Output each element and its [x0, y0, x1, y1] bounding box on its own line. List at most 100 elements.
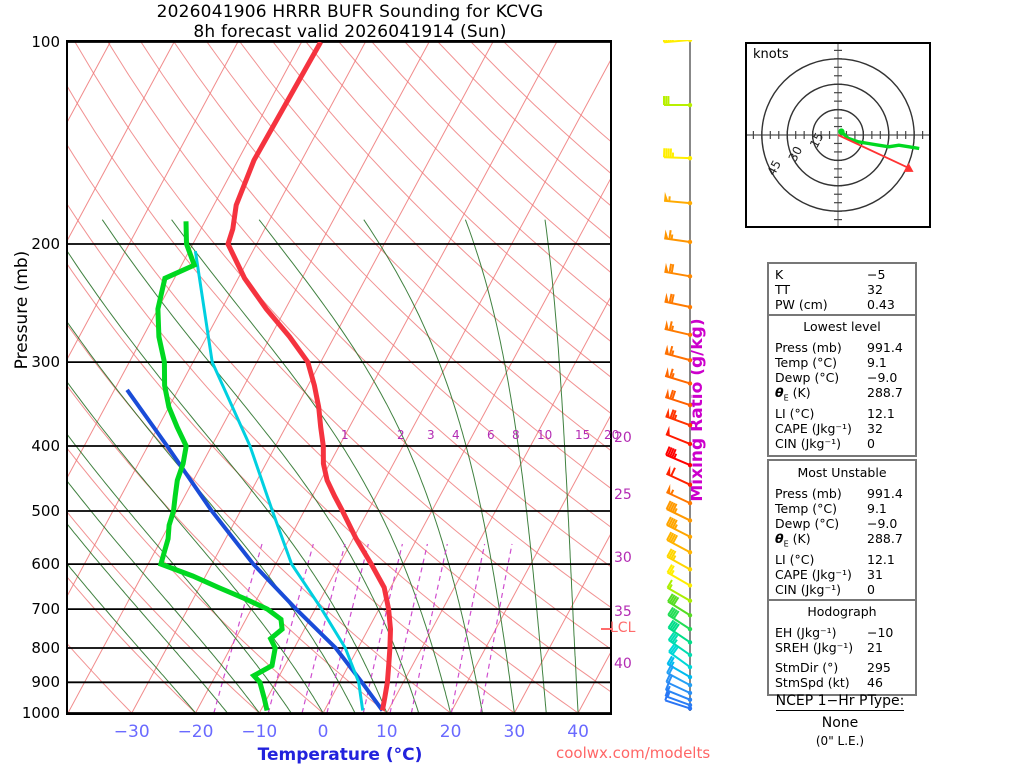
temperature-tick-20: 20 — [439, 722, 462, 742]
hodograph-trace — [840, 130, 920, 151]
indices-rows: K −5 TT 32 PW (cm) 0.43 — [769, 267, 915, 312]
table-row: LI (°C) 12.1 — [769, 406, 915, 421]
watermark: coolwx.com/modelts — [556, 744, 711, 762]
row-key: Press (mb) — [775, 486, 842, 501]
wind-barb — [664, 388, 693, 408]
wind-barb — [666, 465, 693, 487]
table-row: θE (K) 288.7 — [769, 385, 915, 406]
pressure-tick-700: 700 — [31, 600, 60, 619]
wind-barb — [665, 516, 693, 539]
temperature-axis-title: Temperature (°C) — [257, 745, 423, 765]
pressure-tick-400: 400 — [31, 436, 60, 455]
mixing-ratio-label-10: 10 — [537, 428, 553, 442]
hodograph-ring-label-15: 15 — [807, 130, 827, 150]
wind-barb — [664, 367, 693, 386]
pressure-tick-300: 300 — [31, 353, 60, 372]
row-key: StmSpd (kt) — [775, 674, 850, 690]
temperature-tick--10: −10 — [241, 722, 278, 742]
table-row: StmSpd (kt) 46 — [769, 675, 915, 690]
wind-barb — [664, 191, 693, 206]
table-row: Press (mb) 991.4 — [769, 486, 915, 501]
wind-barb — [663, 96, 693, 108]
row-key: CIN (Jkg⁻¹) — [775, 435, 841, 451]
table-row: CIN (Jkg⁻¹) 0 — [769, 582, 915, 597]
wind-barb — [666, 548, 693, 572]
row-key: Dewp (°C) — [775, 370, 840, 385]
wind-barb — [668, 643, 693, 670]
wind-barb — [667, 606, 693, 632]
ptype-liquid-equivalent: (0" L.E.) — [815, 734, 865, 748]
hodograph-units-label: knots — [753, 47, 789, 62]
wind-barb — [666, 531, 693, 555]
table-row: SREH (Jkg⁻¹) 21 — [769, 640, 915, 655]
row-value: 32 — [867, 282, 883, 297]
table-row: CAPE (Jkg⁻¹) 31 — [769, 567, 915, 582]
row-value: 288.7 — [867, 385, 903, 400]
pressure-tick-100: 100 — [31, 33, 60, 51]
wind-barb — [663, 148, 693, 161]
row-value: 21 — [867, 639, 883, 655]
temperature-tick-40: 40 — [567, 722, 589, 742]
table-row: EH (Jkg⁻¹) −10 — [769, 625, 915, 640]
temperature-tick-10: 10 — [375, 722, 398, 742]
wind-barb — [662, 40, 693, 44]
row-key: Dewp (°C) — [775, 516, 840, 531]
hodograph-stats-heading: Hodograph — [807, 603, 877, 619]
mixing-ratio-label-2: 2 — [397, 428, 405, 442]
skewt-plot-area — [68, 42, 610, 713]
most-unstable-panel: Most Unstable Press (mb) 991.4 Temp (°C) 9.… — [767, 459, 917, 696]
wind-barb — [664, 691, 693, 711]
row-value: 31 — [867, 566, 883, 582]
height-tick-20: 20 — [614, 430, 632, 446]
row-key: EH (Jkg⁻¹) — [775, 624, 837, 640]
wind-barb — [664, 344, 693, 363]
panel-divider — [769, 314, 915, 316]
table-row: Press (mb) 991.4 — [769, 340, 915, 355]
lowest-level-heading: Lowest level — [803, 319, 881, 334]
table-row: LI (°C) 12.1 — [769, 552, 915, 567]
row-value: 991.4 — [867, 486, 903, 501]
row-value: 9.1 — [867, 501, 887, 516]
row-value: 991.4 — [867, 340, 903, 355]
table-row: CIN (Jkg⁻¹) 0 — [769, 436, 915, 451]
title-block: 2026041906 HRRR BUFR Sounding for KCVG 8… — [0, 2, 700, 42]
height-tick-35: 35 — [614, 604, 632, 620]
hodograph: knots 15 30 45 — [745, 42, 931, 228]
most-unstable-heading: Most Unstable — [797, 465, 887, 480]
row-key: Temp (°C) — [775, 501, 838, 516]
table-row: Dewp (°C) −9.0 — [769, 516, 915, 531]
lowest-level-rows: Press (mb) 991.4 Temp (°C) 9.1 Dewp (°C) −9.0… — [769, 340, 915, 451]
lcl-label: LCL — [610, 620, 636, 636]
wind-barb — [666, 564, 693, 588]
row-value: −9.0 — [867, 516, 898, 531]
row-value: 12.1 — [867, 405, 895, 421]
row-key: Temp (°C) — [775, 355, 838, 370]
pressure-tick-800: 800 — [31, 638, 60, 657]
mixing-ratio-label-8: 8 — [512, 428, 520, 442]
row-value: −9.0 — [867, 370, 898, 385]
height-tick-40: 40 — [614, 656, 632, 672]
row-value: 12.1 — [867, 551, 895, 567]
wind-barb — [664, 229, 693, 245]
table-row: StmDir (°) 295 — [769, 660, 915, 675]
sounding-indices-panel: K −5 TT 32 PW (cm) 0.43 Lowest level Press (m… — [767, 262, 917, 457]
storm-motion-vector — [837, 134, 909, 169]
table-row: K −5 — [769, 267, 915, 282]
wind-barb — [664, 292, 693, 310]
ptype-block: NCEP 1−Hr PType: None (0" L.E.) — [740, 690, 940, 748]
pressure-tick-600: 600 — [31, 555, 60, 574]
row-value: −5 — [867, 267, 886, 282]
row-key: Press (mb) — [775, 340, 842, 355]
ptype-value: None — [821, 715, 859, 731]
height-tick-25: 25 — [614, 487, 632, 503]
row-value: 0.43 — [867, 297, 895, 312]
wind-barb-column — [662, 40, 693, 711]
row-key: CIN (Jkg⁻¹) — [775, 581, 841, 597]
wind-barb — [665, 407, 693, 428]
temperature-tick-30: 30 — [503, 722, 526, 742]
height-tick-30: 30 — [614, 550, 632, 566]
mixing-ratio-label-1: 1 — [341, 428, 349, 442]
table-row: Temp (°C) 9.1 — [769, 501, 915, 516]
wind-barb — [664, 320, 693, 337]
